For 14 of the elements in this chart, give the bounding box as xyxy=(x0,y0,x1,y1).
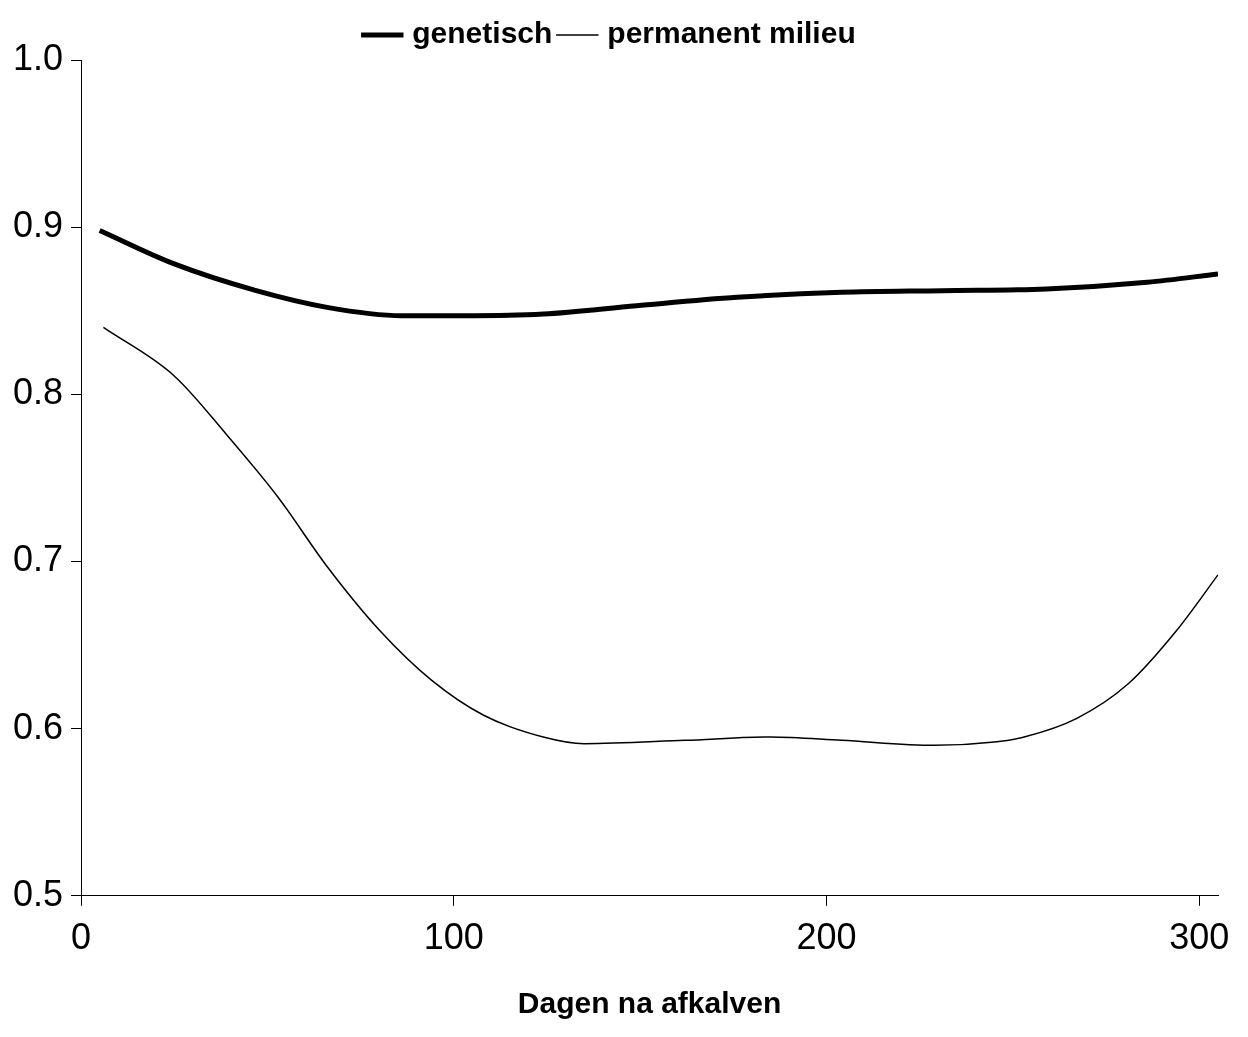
x-axis-title: Dagen na afkalven xyxy=(517,986,782,1020)
line-series xyxy=(102,326,1218,747)
x-tick-label: 0 xyxy=(71,916,92,958)
y-tick-label: 0.5 xyxy=(13,872,64,914)
y-tick-label: 0.8 xyxy=(13,371,64,413)
legend-label: genetisch xyxy=(412,16,553,50)
y-tick-label: 1.0 xyxy=(13,36,64,78)
y-tick-label: 0.7 xyxy=(13,538,64,580)
x-tick-label: 100 xyxy=(423,916,484,958)
legend-label: permanent milieu xyxy=(607,16,856,50)
y-tick-label: 0.6 xyxy=(13,705,64,747)
x-tick-label: 200 xyxy=(796,916,857,958)
y-tick-label: 0.9 xyxy=(13,204,64,246)
x-tick-label: 300 xyxy=(1169,916,1230,958)
